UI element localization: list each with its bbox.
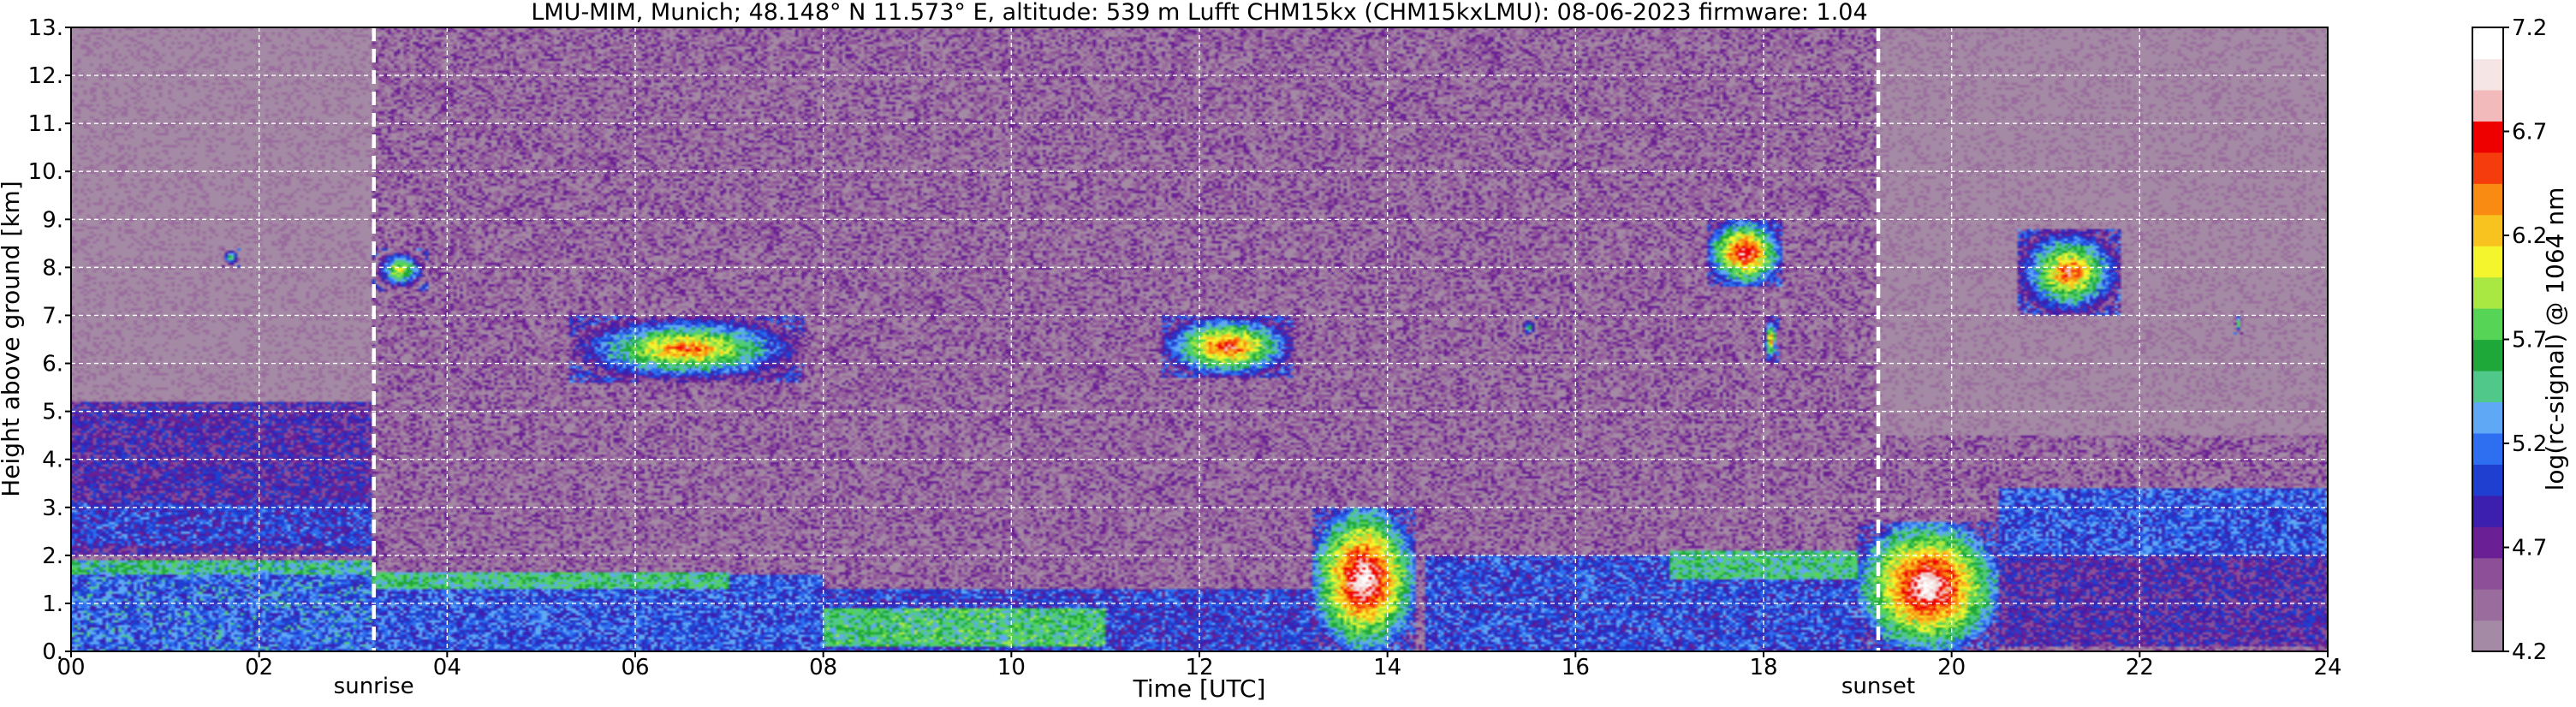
colorbar-segment: [2472, 620, 2503, 652]
colorbar-segment: [2472, 464, 2503, 496]
x-tick-label: 24: [2313, 655, 2341, 680]
colorbar-segment: [2472, 308, 2503, 341]
colorbar-segment: [2472, 370, 2503, 402]
y-tick-label: 1.: [42, 591, 63, 617]
y-axis-label: Height above ground [km]: [0, 181, 25, 497]
colorbar-segment: [2472, 276, 2503, 309]
colorbar: [2472, 27, 2503, 652]
x-tick-label: 12: [1185, 655, 1213, 680]
colorbar-tick-label: 6.7: [2512, 120, 2547, 146]
x-axis-label: Time [UTC]: [1133, 674, 1266, 703]
colorbar-tick-label: 6.2: [2512, 223, 2547, 249]
x-tick-label: 22: [2126, 655, 2154, 680]
grid-lines: [71, 27, 2328, 651]
x-tick-label: 06: [621, 655, 649, 680]
x-tick-label: 16: [1562, 655, 1590, 680]
y-tick-label: 11.: [28, 111, 63, 137]
y-tick-label: 3.: [42, 496, 63, 521]
colorbar-segment: [2472, 526, 2503, 559]
y-tick-label: 13.: [28, 15, 63, 41]
colorbar-segment: [2472, 27, 2503, 60]
y-tick-label: 2.: [42, 544, 63, 569]
colorbar-segment: [2472, 214, 2503, 247]
x-tick-label: 02: [245, 655, 273, 680]
colorbar-label: log(rc-signal) @ 1064 nm: [2541, 187, 2569, 491]
x-tick-label: 00: [57, 655, 85, 680]
y-tick-label: 7.: [42, 303, 63, 329]
y-axis-ticks: 0. 1. 2. 3. 4. 5. 6. 7. 8. 9. 10. 11. 12. 13.: [28, 15, 71, 665]
colorbar-segment: [2472, 339, 2503, 371]
x-tick-label: 14: [1373, 655, 1401, 680]
colorbar-segment: [2472, 246, 2503, 278]
colorbar-segment: [2472, 432, 2503, 465]
y-tick-label: 12.: [28, 63, 63, 89]
x-tick-label: 20: [1937, 655, 1966, 680]
colorbar-segment: [2472, 401, 2503, 434]
annotation-label-sunset: sunset: [1841, 674, 1915, 699]
colorbar-tick-label: 7.2: [2512, 15, 2547, 41]
x-tick-label: 10: [997, 655, 1026, 680]
y-tick-label: 4.: [42, 448, 63, 473]
colorbar-segment: [2472, 183, 2503, 216]
colorbar-tick-label: 4.7: [2512, 536, 2547, 561]
colorbar-tick-label: 5.7: [2512, 328, 2547, 354]
y-tick-label: 5.: [42, 400, 63, 425]
colorbar-tick-label: 5.2: [2512, 431, 2547, 457]
y-tick-label: 10.: [28, 159, 63, 185]
sun-annotations: [372, 27, 1881, 651]
y-tick-label: 9.: [42, 207, 63, 233]
x-tick-label: 08: [809, 655, 837, 680]
annotation-label-sunrise: sunrise: [334, 674, 414, 699]
colorbar-segment: [2472, 495, 2503, 527]
colorbar-ticks: 4.2 4.7 5.2 5.7 6.2 6.7 7.2: [2503, 15, 2547, 665]
colorbar-segment: [2472, 121, 2503, 153]
colorbar-segment: [2472, 89, 2503, 122]
y-tick-label: 6.: [42, 352, 63, 377]
x-tick-label: 04: [433, 655, 461, 680]
colorbar-segment: [2472, 557, 2503, 590]
colorbar-tick-label: 4.2: [2512, 639, 2547, 665]
y-tick-label: 8.: [42, 255, 63, 281]
colorbar-segment: [2472, 152, 2503, 184]
x-tick-label: 18: [1749, 655, 1777, 680]
x-axis-ticks: 00 02 04 06 08 10 12 14 16 18 20 22 24: [57, 651, 2342, 680]
chart-title: LMU-MIM, Munich; 48.148° N 11.573° E, al…: [531, 0, 1867, 26]
colorbar-segment: [2472, 58, 2503, 91]
y-tick-label: 0.: [42, 639, 63, 665]
colorbar-segment: [2472, 589, 2503, 621]
